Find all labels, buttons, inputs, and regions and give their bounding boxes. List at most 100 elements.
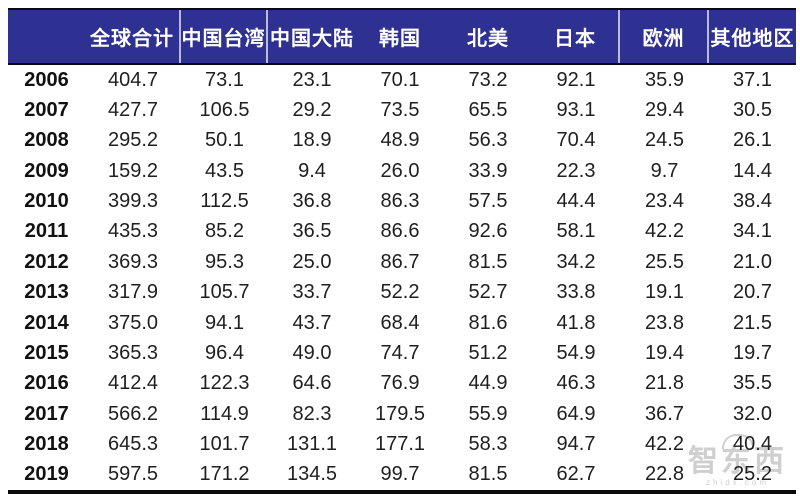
table-body: 2006 404.7 73.1 23.1 70.1 73.2 92.1 35.9 37.1 200…	[8, 65, 796, 495]
table-row: 2015 365.3 96.4 49.0 74.7 51.2 54.9 19.4 19.7	[8, 338, 796, 368]
table-row: 2007 427.7 106.5 29.2 73.5 65.5 93.1 29.4 30.5	[8, 95, 796, 125]
value-cell: 131.1	[286, 432, 338, 455]
value-cell: 52.7	[468, 281, 508, 304]
table-row: 2008 295.2 50.1 18.9 48.9 56.3 70.4 24.5 26.1	[8, 126, 796, 156]
value-cell: 597.5	[107, 463, 159, 486]
value-cell: 22.3	[556, 159, 596, 182]
value-cell: 36.7	[645, 402, 684, 425]
value-cell: 33.9	[468, 159, 508, 182]
value-cell: 30.5	[733, 99, 772, 122]
value-cell: 317.9	[107, 281, 159, 304]
value-cell: 427.7	[107, 99, 159, 122]
value-cell: 29.4	[645, 99, 684, 122]
value-cell: 52.2	[380, 281, 420, 304]
value-cell: 73.1	[205, 68, 244, 91]
year-cell: 2007	[24, 99, 69, 122]
value-cell: 82.3	[292, 402, 332, 425]
value-cell: 9.7	[650, 159, 679, 182]
value-cell: 34.2	[556, 250, 596, 273]
year-cell: 2010	[24, 190, 69, 213]
table-row: 2006 404.7 73.1 23.1 70.1 73.2 92.1 35.9 37.1	[8, 65, 796, 95]
value-cell: 177.1	[374, 432, 426, 455]
header-cell: 中国台湾	[181, 10, 268, 63]
year-cell: 2014	[24, 311, 69, 334]
year-cell: 2016	[24, 372, 69, 395]
value-cell: 95.3	[205, 250, 244, 273]
value-cell: 64.6	[292, 372, 332, 395]
value-cell: 68.4	[380, 311, 420, 334]
value-cell: 25.0	[292, 250, 332, 273]
value-cell: 32.0	[733, 402, 772, 425]
value-cell: 37.1	[733, 68, 772, 91]
value-cell: 122.3	[199, 372, 250, 395]
value-cell: 64.9	[556, 402, 596, 425]
value-cell: 19.4	[645, 341, 684, 364]
value-cell: 105.7	[199, 281, 250, 304]
header-cell-year	[8, 10, 85, 63]
value-cell: 48.9	[380, 129, 420, 152]
value-cell: 46.3	[556, 372, 596, 395]
value-cell: 35.5	[733, 372, 772, 395]
value-cell: 171.2	[199, 463, 250, 486]
value-cell: 24.5	[645, 129, 684, 152]
value-cell: 114.9	[200, 402, 249, 425]
table-row: 2017 566.2 114.9 82.3 179.5 55.9 64.9 36.7 32.0	[8, 399, 796, 429]
value-cell: 365.3	[107, 341, 159, 364]
header-cell: 全球合计	[85, 10, 181, 63]
value-cell: 54.9	[556, 341, 596, 364]
header-cell: 北美	[467, 28, 509, 50]
table-row: 2018 645.3 101.7 131.1 177.1 58.3 94.7 42.2 40.4	[8, 429, 796, 459]
value-cell: 19.7	[733, 341, 772, 364]
value-cell: 435.3	[107, 220, 159, 243]
value-cell: 50.1	[205, 129, 244, 152]
value-cell: 14.4	[733, 159, 772, 182]
table-row: 2009 159.2 43.5 9.4 26.0 33.9 22.3 9.7 14.4	[8, 156, 796, 186]
value-cell: 43.5	[205, 159, 244, 182]
value-cell: 23.1	[292, 68, 332, 91]
value-cell: 159.2	[107, 159, 159, 182]
value-cell: 57.5	[468, 190, 508, 213]
value-cell: 85.2	[205, 220, 244, 243]
value-cell: 134.5	[286, 463, 338, 486]
value-cell: 18.9	[292, 129, 332, 152]
value-cell: 35.9	[645, 68, 684, 91]
value-cell: 86.7	[380, 250, 420, 273]
value-cell: 81.5	[468, 250, 508, 273]
value-cell: 42.2	[645, 432, 684, 455]
value-cell: 70.1	[380, 68, 420, 91]
value-cell: 58.3	[468, 432, 508, 455]
year-cell: 2012	[24, 250, 69, 273]
year-cell: 2009	[24, 159, 69, 182]
year-cell: 2013	[24, 281, 69, 304]
header-cell: 日本	[532, 10, 620, 63]
value-cell: 70.4	[556, 129, 596, 152]
value-cell: 375.0	[107, 311, 159, 334]
year-cell: 2015	[24, 341, 69, 364]
value-cell: 25.5	[645, 250, 684, 273]
value-cell: 36.8	[292, 190, 332, 213]
value-cell: 20.7	[733, 281, 772, 304]
value-cell: 99.7	[380, 463, 420, 486]
value-cell: 566.2	[107, 402, 159, 425]
value-cell: 42.2	[645, 220, 684, 243]
value-cell: 26.1	[733, 129, 772, 152]
table-row: 2014 375.0 94.1 43.7 68.4 81.6 41.8 23.8 21.5	[8, 308, 796, 338]
value-cell: 76.9	[380, 372, 420, 395]
data-table: 全球合计 中国台湾 中国大陆 韩国 北美 日本 欧洲 其他地区 2006 404.7 73.1 23…	[8, 8, 796, 495]
year-cell: 2008	[24, 129, 69, 152]
table-row: 2010 399.3 112.5 36.8 86.3 57.5 44.4 23.4 38.4	[8, 186, 796, 216]
table-header-row: 全球合计 中国台湾 中国大陆 韩国 北美 日本 欧洲 其他地区	[8, 8, 796, 65]
value-cell: 58.1	[556, 220, 596, 243]
year-cell: 2011	[24, 220, 69, 243]
value-cell: 399.3	[107, 190, 159, 213]
value-cell: 106.5	[199, 99, 250, 122]
value-cell: 49.0	[292, 341, 332, 364]
value-cell: 96.4	[205, 341, 244, 364]
value-cell: 94.1	[205, 311, 244, 334]
value-cell: 38.4	[733, 190, 772, 213]
value-cell: 33.8	[556, 281, 596, 304]
value-cell: 73.5	[380, 99, 420, 122]
value-cell: 51.2	[468, 341, 508, 364]
value-cell: 295.2	[107, 129, 159, 152]
header-cell: 其他地区	[710, 28, 795, 50]
